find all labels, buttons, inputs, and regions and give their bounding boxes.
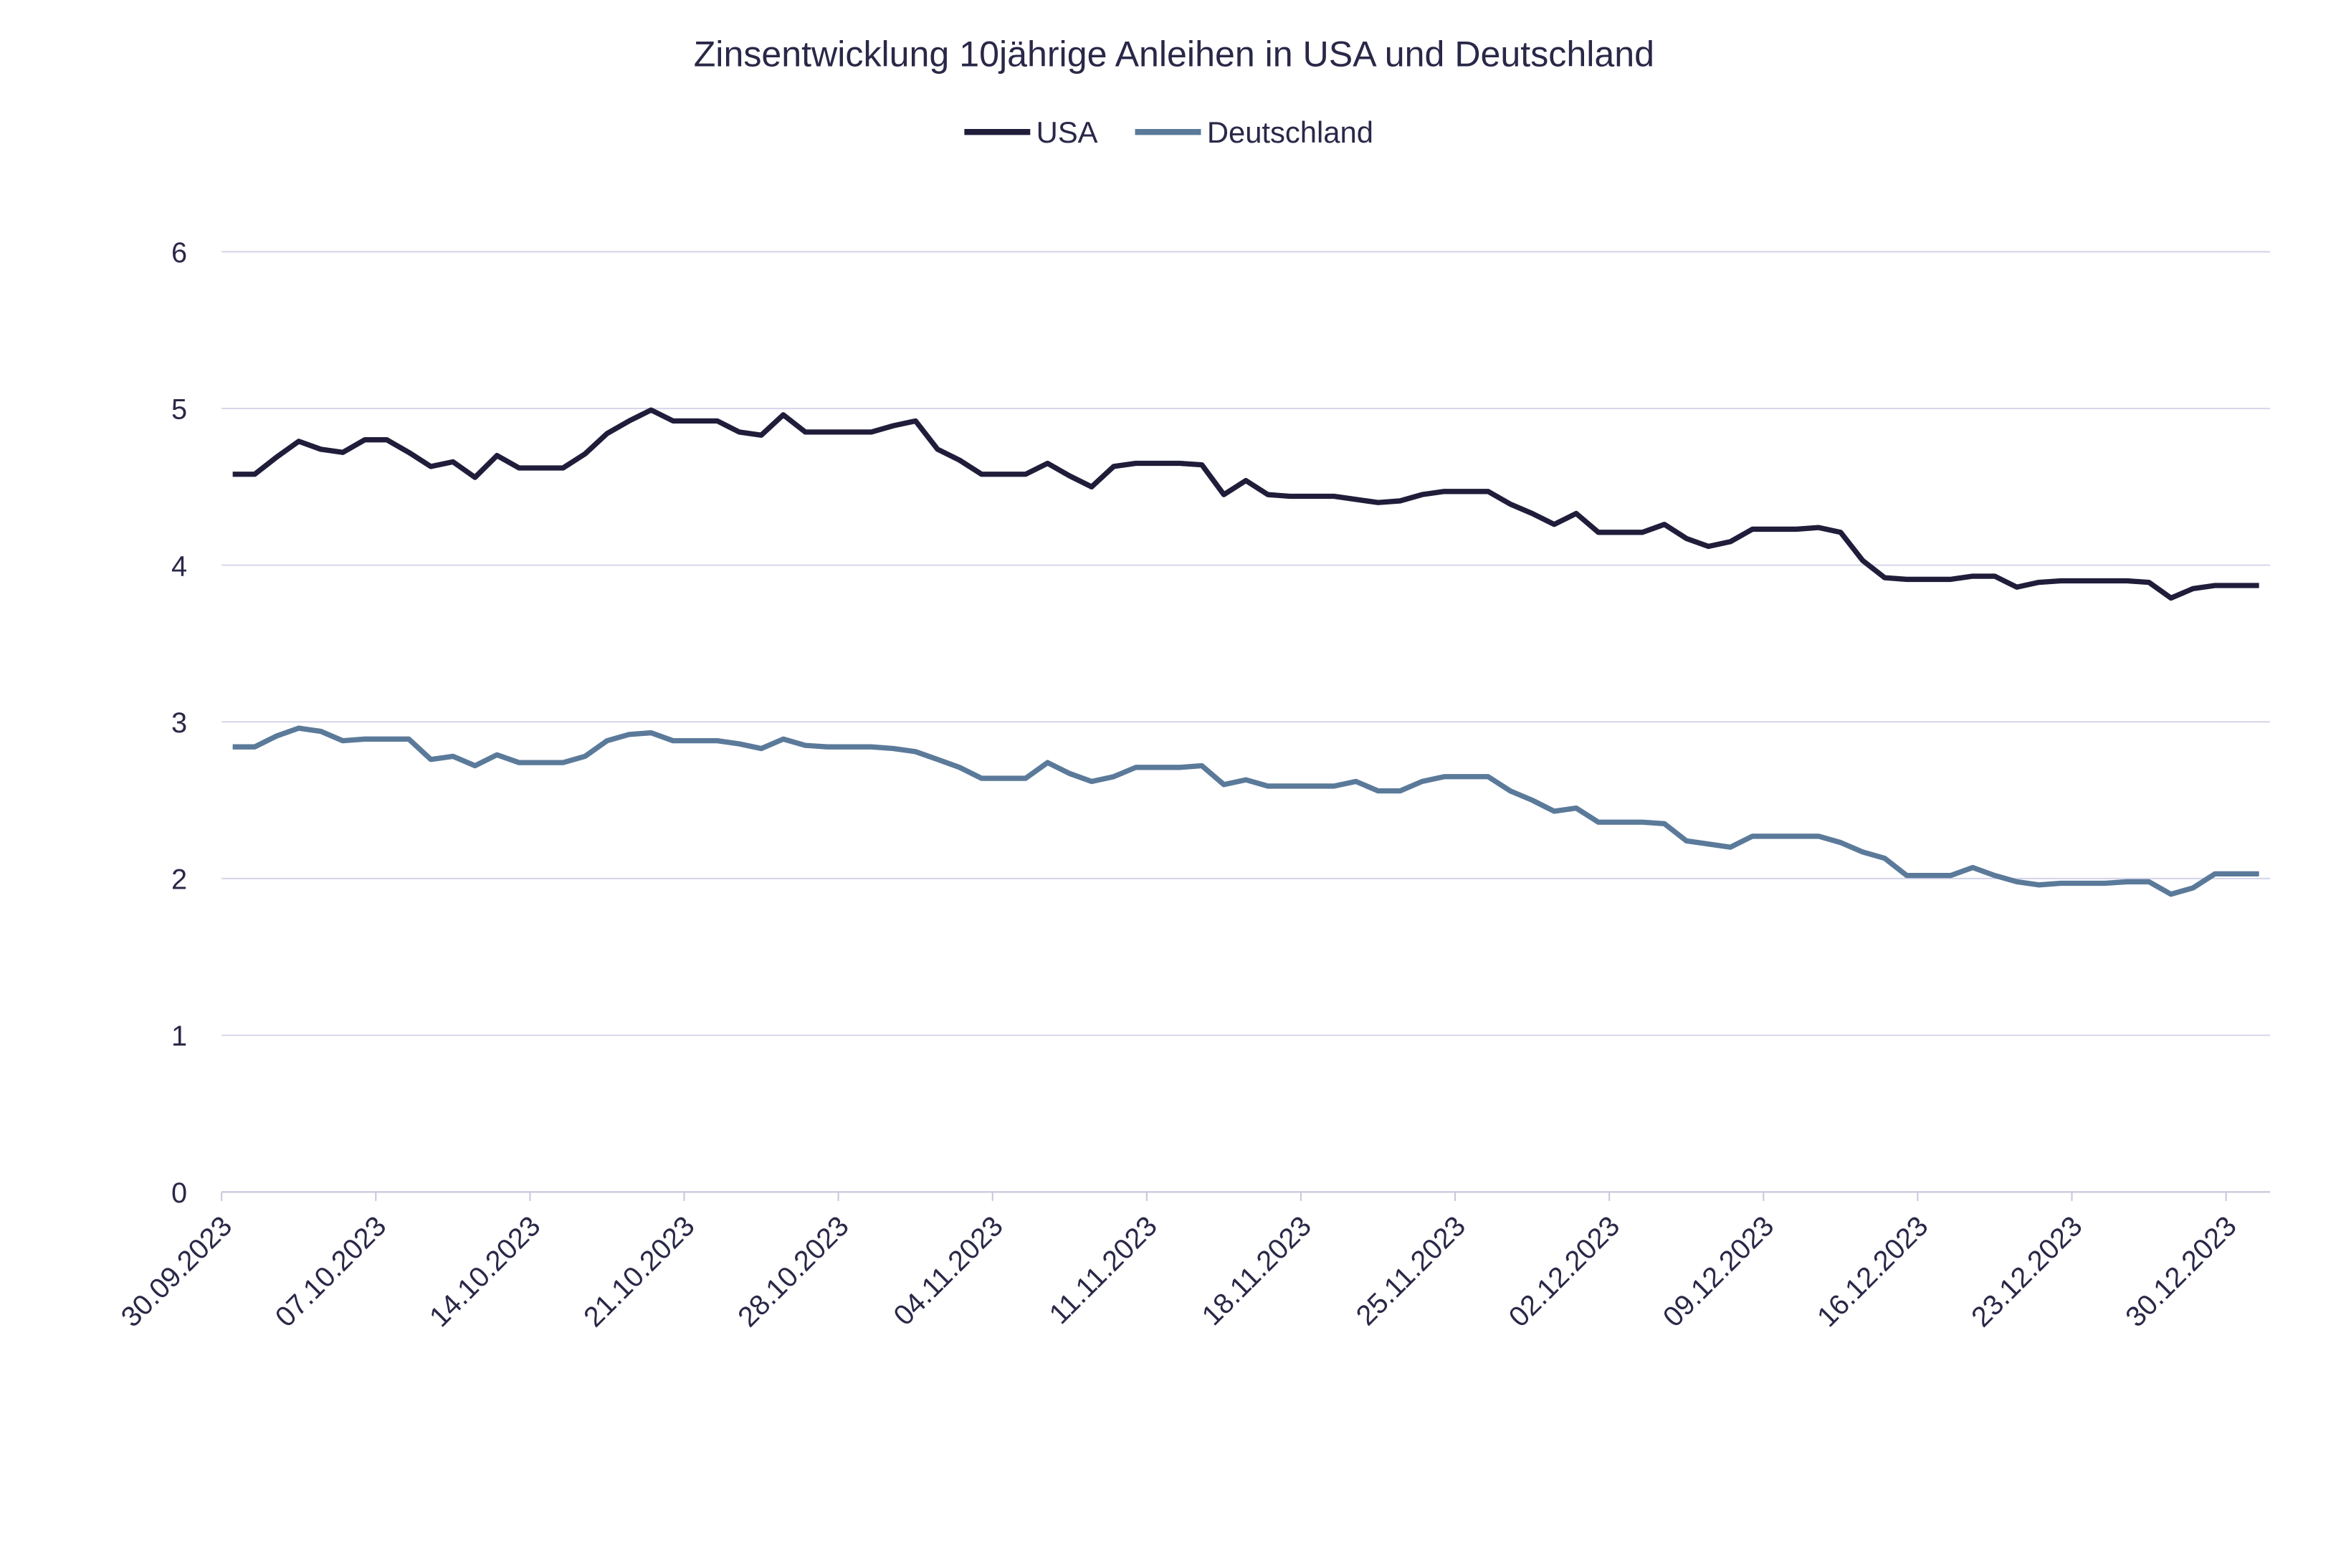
series-line-deutschland: [232, 725, 2259, 897]
y-tick-label: 4: [171, 550, 187, 582]
x-tick-label: 09.12.2023: [1657, 1210, 1780, 1334]
gridlines: [221, 251, 2271, 1193]
x-tick-label: 11.11.2023: [1044, 1210, 1163, 1330]
x-tick-label: 21.10.2023: [578, 1210, 701, 1334]
x-tick-label: 23.12.2023: [1965, 1210, 2089, 1334]
y-tick-label: 2: [171, 864, 187, 896]
x-tick-label: 18.11.2023: [1196, 1210, 1317, 1332]
x-tick-label: 30.09.2023: [115, 1210, 239, 1334]
legend-label-deutschland: Deutschland: [1207, 115, 1373, 149]
series-lines: [232, 407, 2259, 897]
x-tick-label: 25.11.2023: [1350, 1210, 1472, 1332]
x-tick-label: 28.10.2023: [732, 1210, 855, 1334]
y-tick-label: 3: [171, 707, 187, 739]
y-tick-label: 5: [171, 394, 187, 426]
x-tick-label: 16.12.2023: [1811, 1210, 1935, 1334]
x-axis: 30.09.2023 07.10.2023 14.10.2023 21.10.2023…: [115, 1191, 2271, 1334]
x-tick-label: 07.10.2023: [270, 1210, 393, 1334]
x-tick-label: 14.10.2023: [424, 1210, 547, 1334]
legend: USA Deutschland: [964, 115, 1373, 149]
legend-item-usa[interactable]: USA: [964, 115, 1098, 149]
y-tick-label: 1: [171, 1020, 187, 1052]
y-tick-label: 0: [171, 1177, 187, 1209]
series-line-usa: [232, 407, 2259, 601]
legend-item-deutschland[interactable]: Deutschland: [1135, 115, 1373, 149]
y-axis: 0 1 2 3 4 5 6: [171, 237, 187, 1209]
chart-title: Zinsentwicklung 10jährige Anleihen in US…: [694, 34, 1654, 74]
legend-label-usa: USA: [1036, 115, 1098, 149]
x-tick-label: 02.12.2023: [1503, 1210, 1626, 1334]
x-tick-label: 04.11.2023: [887, 1210, 1009, 1332]
y-tick-label: 6: [171, 237, 187, 269]
x-tick-label: 30.12.2023: [2120, 1210, 2243, 1334]
